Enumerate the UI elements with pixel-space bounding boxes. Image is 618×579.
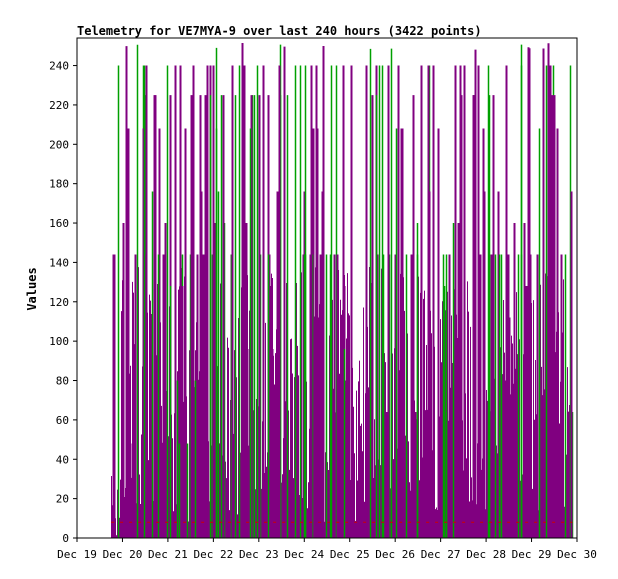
plot-frame (76, 37, 578, 539)
x-tick-label: Dec 24 (284, 548, 324, 561)
x-tick-label: Dec 29 (512, 548, 552, 561)
y-tick-label: 0 (62, 532, 69, 545)
y-tick-label: 200 (49, 138, 69, 151)
chart-title: Telemetry for VE7MYA-9 over last 240 hou… (77, 24, 482, 38)
x-tick-label: Dec 22 (193, 548, 233, 561)
data-bars (111, 43, 574, 538)
y-tick-label: 180 (49, 178, 69, 191)
x-tick-label: Dec 27 (421, 548, 461, 561)
y-axis: 0 20 40 60 80 100 120 140 160 180 200 220 240 (49, 60, 77, 545)
x-tick-label: Dec 25 (330, 548, 370, 561)
x-tick-label: Dec 23 (239, 548, 279, 561)
y-tick-label: 120 (49, 296, 69, 309)
y-tick-label: 160 (49, 217, 69, 230)
y-tick-label: 240 (49, 60, 69, 73)
x-tick-label: Dec 30 (557, 548, 597, 561)
y-tick-label: 100 (49, 335, 69, 348)
y-tick-label: 140 (49, 256, 69, 269)
x-axis: Dec 19 Dec 20 Dec 21 Dec 22 Dec 23 Dec 24 Dec … (57, 538, 597, 561)
x-tick-label: Dec 28 (466, 548, 506, 561)
y-tick-label: 20 (56, 493, 69, 506)
x-tick-label: Dec 26 (375, 548, 415, 561)
x-tick-label: Dec 20 (103, 548, 143, 561)
y-axis-label: Values (25, 267, 39, 310)
x-tick-label: Dec 19 (57, 548, 97, 561)
y-tick-label: 80 (56, 375, 69, 388)
x-tick-label: Dec 21 (148, 548, 188, 561)
y-tick-label: 220 (49, 99, 69, 112)
y-tick-label: 60 (56, 414, 69, 427)
y-tick-label: 40 (56, 453, 69, 466)
